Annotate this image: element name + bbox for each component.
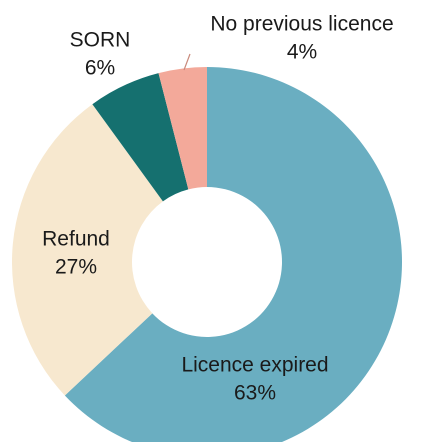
slice-label: Licence expired (181, 354, 328, 377)
donut-slice (64, 67, 402, 442)
leader-line (183, 53, 191, 71)
donut-slice (92, 73, 189, 202)
slice-label: No previous licence (210, 13, 393, 36)
donut-slice (158, 67, 207, 190)
slice-value-label: 63% (234, 382, 276, 405)
donut-slice (11, 104, 163, 396)
slice-label: SORN (70, 29, 131, 52)
slice-value-label: 27% (55, 256, 97, 279)
slice-value-label: 6% (85, 57, 115, 80)
slice-value-label: 4% (287, 41, 317, 64)
slice-label: Refund (42, 228, 110, 251)
